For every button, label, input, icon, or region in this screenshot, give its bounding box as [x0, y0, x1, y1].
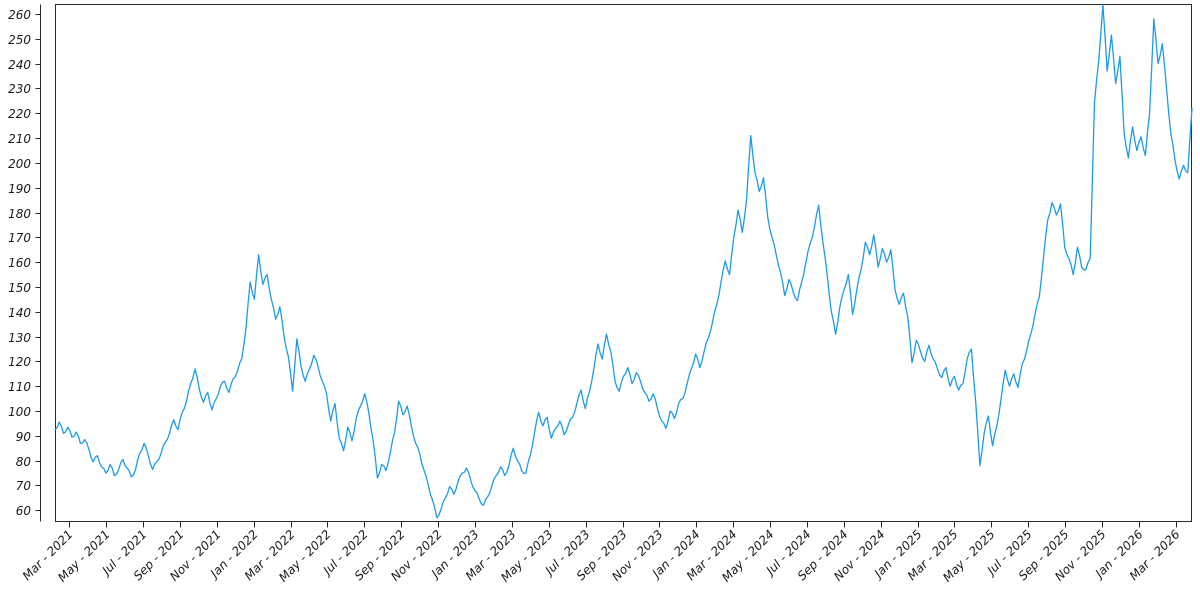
- y-axis-tick-label: 110: [8, 380, 31, 394]
- y-axis-tick-label: 160: [8, 256, 31, 270]
- price-line: [54, 4, 1193, 519]
- y-axis-tick-label: 220: [8, 107, 31, 121]
- y-axis-tick-label: 180: [8, 207, 31, 221]
- y-axis-tick-label: 90: [16, 430, 32, 444]
- y-axis-tick-label: 200: [8, 157, 31, 171]
- y-axis-tick-label: 100: [8, 405, 31, 419]
- y-axis-tick-label: 120: [8, 355, 31, 369]
- plot-border: [55, 4, 1192, 522]
- y-axis-tick-label: 250: [8, 33, 31, 47]
- y-axis-tick-label: 130: [8, 331, 31, 345]
- y-axis-tick-label: 140: [8, 306, 31, 320]
- y-axis-tick-label: 150: [8, 281, 31, 295]
- y-axis-tick-label: 170: [8, 231, 31, 245]
- y-axis-tick-label: 60: [16, 504, 32, 518]
- y-axis-tick-label: 80: [16, 455, 32, 469]
- y-axis-tick-label: 210: [8, 132, 31, 146]
- y-axis-tick-label: 230: [8, 82, 31, 96]
- y-axis-tick-label: 190: [8, 182, 31, 196]
- y-axis-tick-label: 260: [8, 8, 31, 22]
- y-axis-tick-label: 70: [16, 479, 32, 493]
- y-axis-tick-label: 240: [8, 58, 31, 72]
